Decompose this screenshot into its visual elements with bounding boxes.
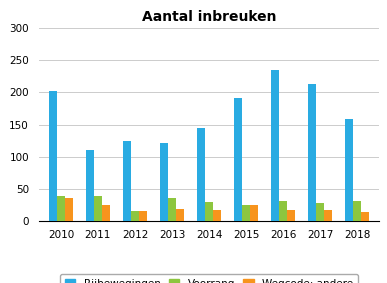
- Bar: [353, 201, 361, 221]
- Legend: Rijbewegingen, Voorrang, Wegcode: andere: Rijbewegingen, Voorrang, Wegcode: andere: [60, 274, 358, 283]
- Bar: [361, 212, 369, 221]
- Bar: [94, 196, 102, 221]
- Bar: [102, 205, 110, 221]
- Bar: [131, 211, 139, 221]
- Bar: [279, 201, 287, 221]
- Bar: [242, 205, 250, 221]
- Bar: [345, 119, 353, 221]
- Bar: [324, 211, 332, 221]
- Bar: [168, 198, 176, 221]
- Bar: [86, 150, 94, 221]
- Bar: [308, 84, 316, 221]
- Bar: [49, 91, 57, 221]
- Bar: [139, 211, 147, 221]
- Bar: [57, 196, 65, 221]
- Bar: [123, 141, 131, 221]
- Bar: [176, 209, 184, 221]
- Bar: [197, 128, 205, 221]
- Bar: [205, 202, 213, 221]
- Bar: [271, 70, 279, 221]
- Bar: [65, 198, 73, 221]
- Bar: [250, 205, 258, 221]
- Bar: [287, 211, 295, 221]
- Bar: [234, 98, 242, 221]
- Bar: [316, 203, 324, 221]
- Bar: [213, 211, 221, 221]
- Title: Aantal inbreuken: Aantal inbreuken: [142, 10, 276, 24]
- Bar: [160, 143, 168, 221]
